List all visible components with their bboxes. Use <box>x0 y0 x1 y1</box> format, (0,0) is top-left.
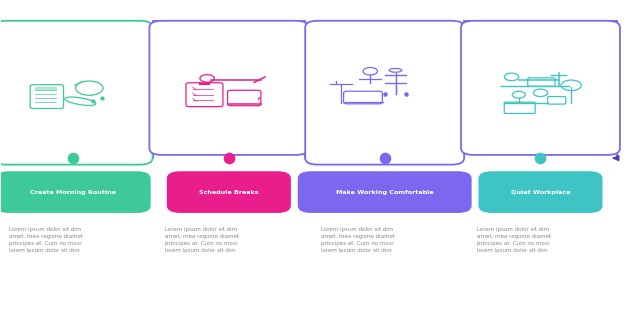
FancyBboxPatch shape <box>0 171 151 213</box>
Text: Lorem ipsum dolor sit dim
amet, mea regione diamet
principes at. Cum no movi
lor: Lorem ipsum dolor sit dim amet, mea regi… <box>476 227 551 253</box>
FancyBboxPatch shape <box>305 21 464 165</box>
Text: Lorem ipsum dolor sit dim
amet, mea regione diamet
principes at. Cum no movi
lor: Lorem ipsum dolor sit dim amet, mea regi… <box>321 227 395 253</box>
Text: Schedule Breaks: Schedule Breaks <box>199 190 259 195</box>
FancyBboxPatch shape <box>0 21 153 165</box>
Point <box>379 156 389 161</box>
Point <box>88 99 98 104</box>
Point <box>535 156 545 161</box>
Point <box>379 91 389 96</box>
Text: Quiet Workplace: Quiet Workplace <box>511 190 570 195</box>
Text: Lorem ipsum dolor sit dim
amet, mea regione diamet
principes at. Cum no movi
lor: Lorem ipsum dolor sit dim amet, mea regi… <box>9 227 83 253</box>
FancyBboxPatch shape <box>167 171 291 213</box>
Text: Make Working Comfortable: Make Working Comfortable <box>336 190 433 195</box>
FancyBboxPatch shape <box>478 171 602 213</box>
FancyBboxPatch shape <box>298 171 471 213</box>
FancyBboxPatch shape <box>461 21 620 155</box>
Text: Lorem ipsum dolor sit dim
amet, mea regione diamet
principes at. Cum no movi
lor: Lorem ipsum dolor sit dim amet, mea regi… <box>165 227 239 253</box>
Point <box>224 156 234 161</box>
Point <box>68 156 78 161</box>
FancyBboxPatch shape <box>150 21 309 155</box>
Point <box>401 91 411 96</box>
Point <box>97 95 107 100</box>
Text: Create Morning Routine: Create Morning Routine <box>30 190 116 195</box>
